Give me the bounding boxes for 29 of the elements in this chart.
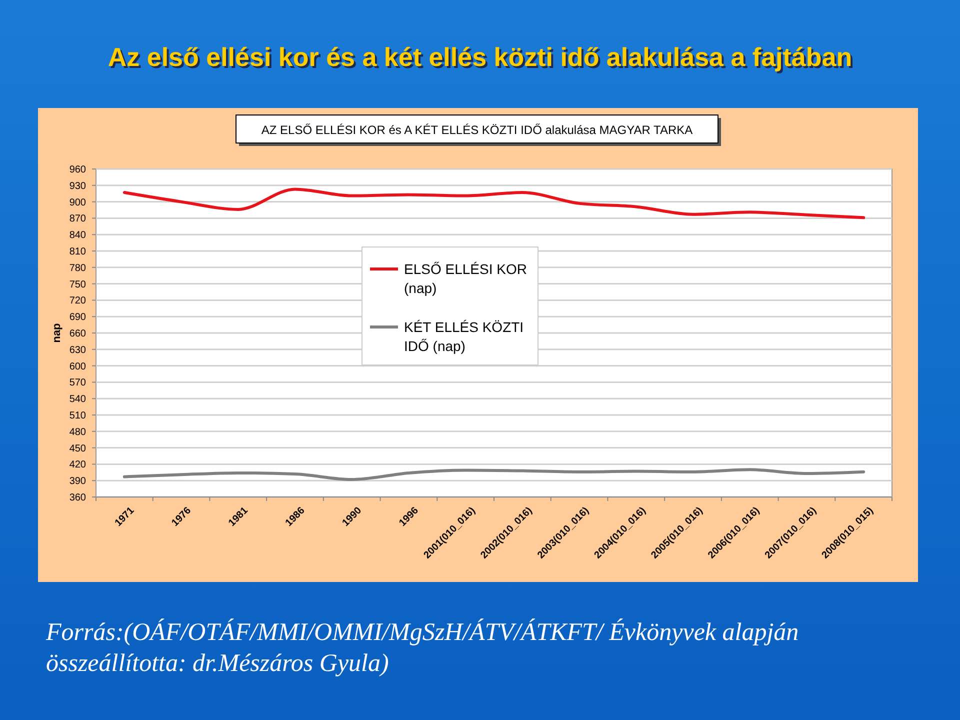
y-tick-label: 480 — [69, 426, 86, 438]
chart-title: Az első ellési kor és a két ellés közti idő alakulása a fajtában — [110, 44, 854, 74]
line-series — [122, 468, 866, 482]
chart-subtitle: AZ ELSŐ ELLÉSI KOR és A KÉT ELLÉS KÖZTI IDŐ alakulása MAGYAR TARKA — [261, 123, 693, 137]
y-tick-label: 870 — [69, 214, 86, 225]
legend-label: KÉT ELLÉS KÖZTI IDŐ (nap) — [404, 319, 524, 354]
y-tick-label: 690 — [69, 312, 86, 324]
y-tick-label: 540 — [69, 394, 86, 406]
y-tick-label: 720 — [69, 296, 86, 307]
y-tick-label: 360 — [69, 492, 86, 504]
text: Forrás:(OÁF/OTÁF/MMI/OMMI/MgSzH/ÁTV/ÁTKFT/ Évkönyvek alapján összeállította: dr.Mészáros Gyula) — [45, 618, 799, 677]
y-tick-label: 840 — [69, 230, 86, 242]
y-axis-title: nap — [51, 322, 63, 343]
y-tick-label: 660 — [69, 328, 86, 340]
legend-label: ELSŐ ELLÉSI KOR (nap) — [404, 261, 527, 296]
y-tick-label: 420 — [69, 460, 86, 471]
y-tick-label: 810 — [69, 246, 86, 258]
y-tick-label: 750 — [69, 279, 86, 290]
y-tick-label: 930 — [69, 180, 86, 192]
y-tick-label: 960 — [69, 164, 86, 176]
y-tick-label: 390 — [69, 476, 86, 488]
y-tick-label: 900 — [69, 197, 86, 208]
y-tick-label: 780 — [69, 262, 86, 274]
line-series — [122, 188, 866, 220]
y-tick-label: 570 — [69, 378, 86, 389]
y-tick-label: 510 — [69, 410, 86, 422]
y-tick-label: 450 — [69, 443, 86, 454]
y-tick-label: 600 — [69, 361, 86, 372]
y-tick-label: 630 — [69, 344, 86, 356]
